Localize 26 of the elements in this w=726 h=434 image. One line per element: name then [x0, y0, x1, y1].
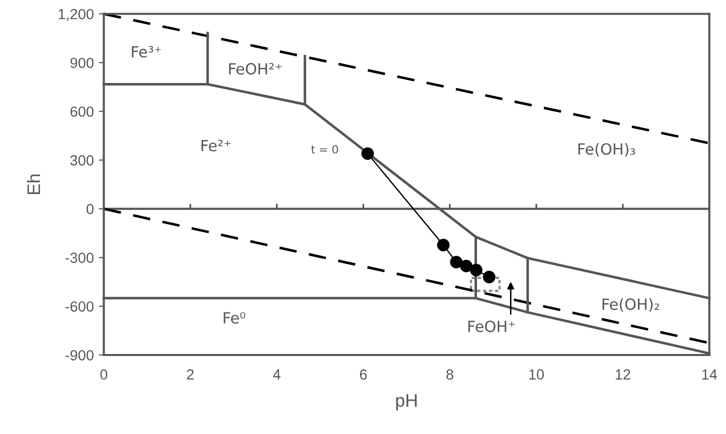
- x-tick-label: 0: [100, 369, 108, 380]
- y-tick-label: 0: [86, 204, 94, 214]
- x-tick-label: 4: [273, 369, 280, 380]
- annotation: Fe²⁺: [202, 140, 231, 152]
- y-tick-label: 900: [70, 58, 94, 68]
- annotation: Fe⁰: [224, 312, 246, 324]
- y-axis-title: Eh: [26, 174, 40, 194]
- x-tick-label: 8: [446, 369, 454, 380]
- annotation: Fe(OH)₃: [578, 142, 636, 157]
- y-tick-label: 1,200: [58, 8, 94, 22]
- y-tick-label: -900: [66, 350, 94, 360]
- x-tick-label: 14: [702, 369, 717, 380]
- x-tick-label: 6: [360, 369, 367, 380]
- annotation: FeOH²⁺: [229, 63, 282, 75]
- x-tick-label: 2: [186, 369, 194, 380]
- annotation: FeOH⁺: [468, 320, 515, 332]
- y-tick-label: 300: [70, 155, 94, 166]
- annotation: Fe(OH)₂: [602, 298, 660, 312]
- x-tick-label: 10: [529, 369, 544, 380]
- x-tick-label: 12: [616, 369, 630, 380]
- y-tick-label: 600: [70, 106, 94, 117]
- annotation: Fe³⁺: [132, 46, 161, 58]
- x-axis-title: pH: [396, 394, 417, 410]
- y-tick-label: -300: [66, 252, 94, 263]
- annotation: t = 0: [311, 145, 338, 154]
- y-tick-label: -600: [66, 301, 94, 312]
